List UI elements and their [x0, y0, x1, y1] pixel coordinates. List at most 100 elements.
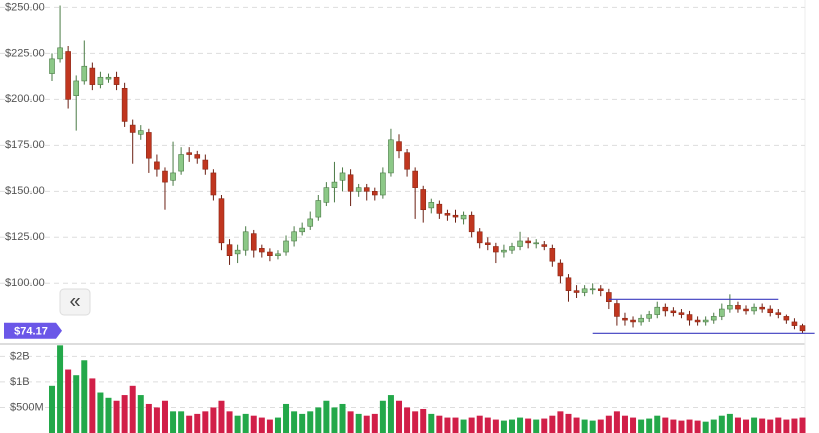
y-tick-label: $100.00	[5, 277, 45, 289]
candle-body	[751, 306, 757, 312]
y-tick-label: $125.00	[5, 231, 45, 243]
candle	[121, 82, 128, 127]
volume-bar	[525, 418, 532, 433]
candle-body	[460, 214, 467, 220]
candle-body	[565, 277, 572, 291]
volume-tick-label: $500M	[10, 401, 44, 413]
candle	[468, 211, 475, 238]
candle	[202, 154, 209, 175]
candle-body	[686, 314, 693, 321]
volume-bar	[315, 407, 322, 433]
volume-bar	[508, 419, 515, 433]
volume-bar	[137, 395, 144, 433]
candle-body	[218, 198, 225, 244]
volume-bar	[799, 417, 806, 433]
volume-bar	[234, 415, 241, 433]
candle	[49, 53, 55, 81]
volume-bar	[250, 415, 257, 433]
volume-bar	[517, 417, 524, 433]
candle-body	[606, 292, 612, 302]
candle-body	[339, 172, 346, 181]
candle	[275, 250, 281, 260]
candle-body	[791, 321, 798, 326]
button-box[interactable]	[59, 288, 91, 316]
candle	[565, 274, 572, 302]
candle-body	[662, 306, 669, 312]
candle	[444, 209, 451, 221]
volume-bar	[363, 415, 370, 433]
volume-bar	[444, 417, 451, 433]
candle-body	[727, 305, 733, 310]
volume-bar	[759, 418, 766, 433]
volume-bar	[613, 411, 620, 433]
candle	[73, 75, 80, 131]
candle-body	[646, 314, 652, 319]
candle	[646, 310, 652, 322]
collapse-button[interactable]: «	[59, 288, 91, 316]
candle	[767, 305, 774, 317]
candle-body	[557, 262, 564, 277]
volume-bar	[65, 369, 72, 433]
candle-body	[65, 51, 71, 100]
volume-bar	[331, 407, 338, 433]
candle	[428, 198, 435, 214]
y-tick-label: $250.00	[5, 1, 45, 13]
volume-bar	[178, 411, 185, 433]
price-marker-label: $74.17	[14, 326, 48, 338]
candle	[242, 226, 249, 256]
volume-bar	[81, 360, 88, 433]
volume-bar	[743, 419, 750, 433]
candle	[533, 239, 540, 249]
volume-bar	[549, 415, 556, 433]
volume-bar	[573, 417, 580, 433]
candle-body	[428, 202, 435, 209]
candle	[412, 167, 418, 219]
volume-bar	[396, 400, 403, 433]
volume-bar	[670, 419, 677, 433]
button-label[interactable]: «	[69, 290, 80, 312]
candle	[162, 167, 168, 210]
volume-bar	[97, 392, 104, 433]
volume-bar	[89, 378, 96, 433]
candle	[186, 147, 192, 162]
candle-body	[105, 76, 112, 80]
y-tick-label: $150.00	[5, 185, 45, 197]
candle-body	[517, 240, 523, 247]
volume-bar	[218, 400, 225, 433]
candle	[363, 183, 370, 201]
y-tick-label: $225.00	[5, 47, 45, 59]
volume-bar	[533, 419, 540, 433]
candle	[307, 211, 314, 230]
volume-bar	[581, 419, 588, 433]
candle-body	[581, 288, 588, 293]
candle-body	[654, 306, 661, 315]
candle-body	[533, 242, 540, 245]
volume-bar	[710, 419, 717, 433]
volume-bar	[291, 411, 298, 433]
candle-body	[226, 244, 233, 257]
candle	[299, 222, 305, 236]
candle-body	[476, 231, 483, 244]
volume-bar	[492, 419, 499, 433]
candle	[501, 244, 507, 258]
candle-body	[549, 248, 556, 262]
candle	[267, 248, 273, 262]
volume-bar	[662, 417, 669, 433]
candle-body	[242, 231, 249, 251]
volume-bar	[726, 413, 733, 433]
candle	[170, 141, 176, 186]
candle	[686, 310, 693, 326]
volume-bar	[170, 411, 177, 433]
candle-body	[767, 308, 774, 314]
candle-body	[137, 130, 144, 135]
candle-body	[380, 172, 386, 196]
candle-body	[210, 172, 217, 196]
candle-body	[436, 203, 443, 214]
volume-tick-label: $1B	[10, 376, 30, 388]
candle	[493, 242, 499, 264]
candle-body	[484, 242, 491, 245]
candle-body	[291, 231, 297, 242]
candle	[702, 316, 709, 326]
grid	[0, 6, 805, 408]
volume-bar	[299, 413, 306, 433]
